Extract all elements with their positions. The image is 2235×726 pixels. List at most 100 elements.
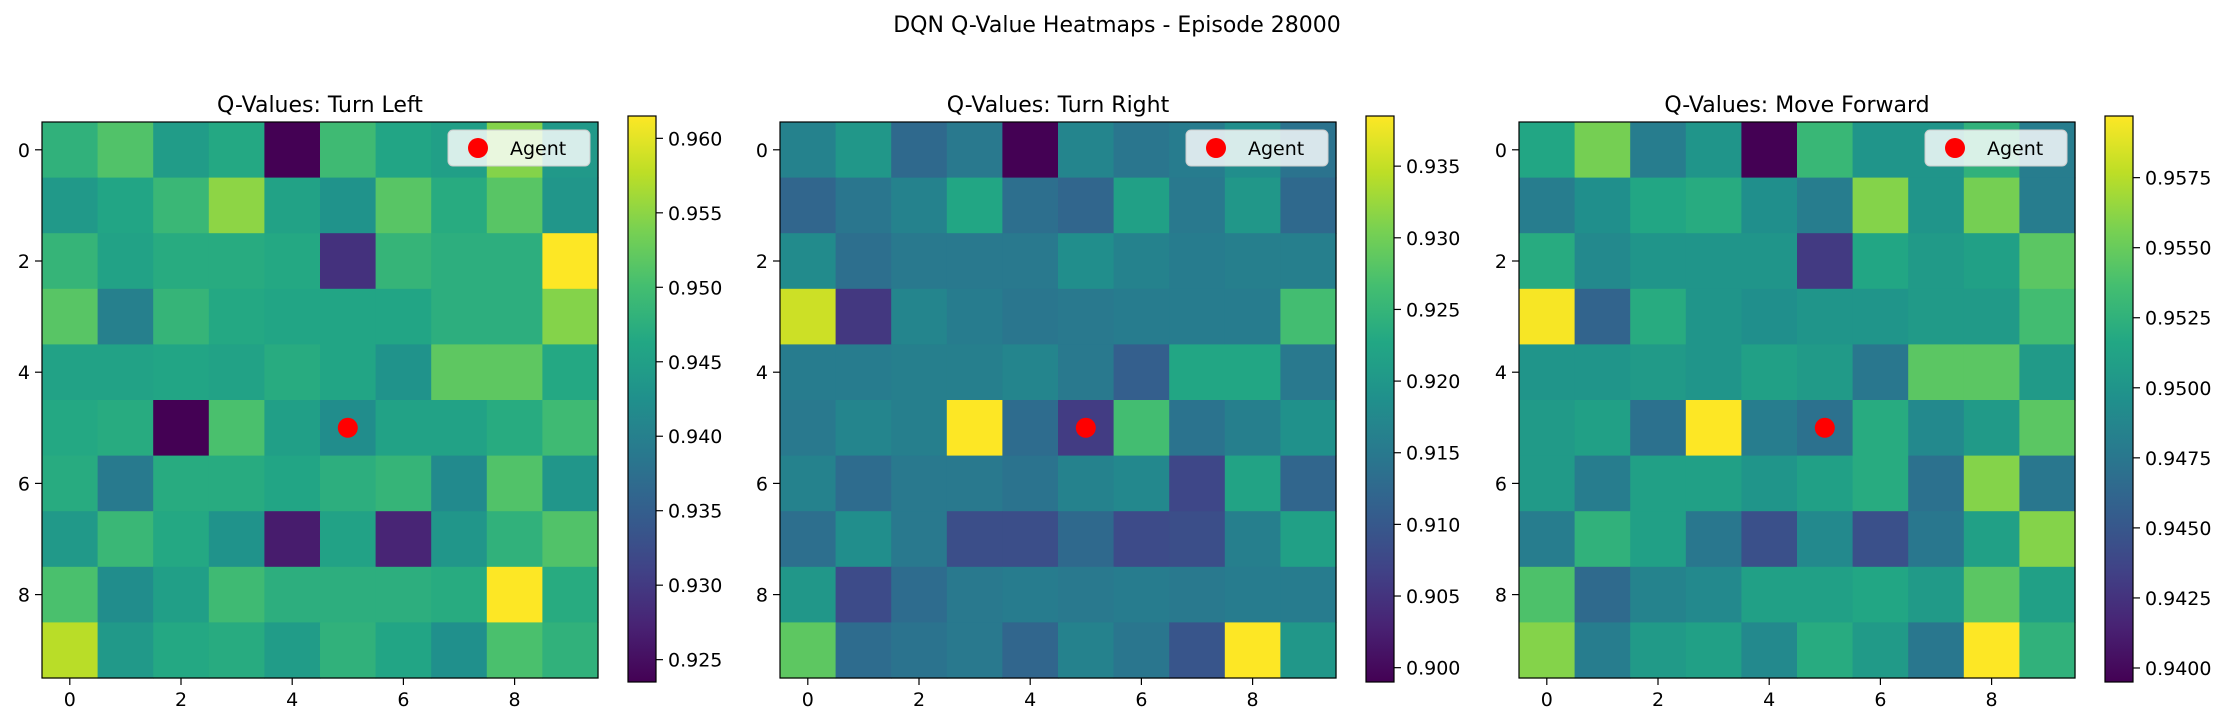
heatmap-cell	[1519, 233, 1576, 290]
heatmap-cell	[208, 344, 265, 401]
heatmap-cell	[1224, 566, 1281, 623]
heatmap-cell	[375, 233, 432, 290]
panel-title: Q-Values: Turn Right	[947, 93, 1170, 118]
heatmap-cell	[1630, 344, 1687, 401]
heatmap-cell	[1685, 566, 1742, 623]
heatmap-cell	[1797, 344, 1854, 401]
heatmap-cell	[1741, 455, 1798, 512]
heatmap-cell	[1630, 400, 1687, 457]
y-tick-label: 0	[1495, 140, 1507, 162]
heatmap-cell	[208, 122, 265, 179]
heatmap-cell	[264, 233, 321, 290]
heatmap-cell	[208, 233, 265, 290]
colorbar: 0.925 0.930 0.935 0.940 0.945 0.950 0.955 0.960	[627, 115, 722, 683]
heatmap-cell	[542, 400, 599, 457]
heatmap-cell	[1685, 288, 1742, 345]
x-tick-label: 2	[1652, 689, 1664, 711]
heatmap-cell	[1741, 622, 1798, 679]
heatmap-cell	[1113, 455, 1170, 512]
heatmap-cell	[1519, 344, 1576, 401]
heatmap-cell	[2019, 177, 2076, 234]
heatmap-cell	[1574, 233, 1631, 290]
heatmap-cell	[1224, 400, 1281, 457]
heatmap-cell	[153, 233, 210, 290]
heatmap-cell	[1685, 455, 1742, 512]
heatmap-cell	[1908, 400, 1965, 457]
heatmap-cell	[1963, 566, 2020, 623]
colorbar: 0.9400 0.9425 0.9450 0.9475 0.9500 0.9525 0.95…	[2104, 115, 2211, 683]
heatmap-cell	[320, 233, 377, 290]
heatmap-cell	[1852, 566, 1909, 623]
heatmap-cell	[1963, 288, 2020, 345]
heatmap-cell	[1002, 288, 1059, 345]
heatmap-cell	[97, 455, 154, 512]
heatmap-cell	[264, 400, 321, 457]
heatmap-cell	[891, 622, 948, 679]
x-tick-label: 0	[1541, 689, 1553, 711]
y-tick-label: 2	[18, 251, 30, 273]
heatmap-cell	[780, 455, 837, 512]
legend-agent-marker	[468, 138, 488, 158]
heatmap-cell	[2019, 400, 2076, 457]
heatmap-cell	[1519, 455, 1576, 512]
heatmap-cell	[42, 455, 99, 512]
heatmap-cell	[1630, 122, 1687, 179]
y-tick-label: 4	[18, 362, 30, 384]
heatmap-cell	[320, 122, 377, 179]
colorbar: 0.900 0.905 0.910 0.915 0.920 0.925 0.930 0.935	[1365, 115, 1460, 683]
heatmap-cell	[431, 344, 488, 401]
colorbar-gradient	[627, 115, 657, 683]
heatmap-cell	[264, 122, 321, 179]
heatmap-cell	[1630, 288, 1687, 345]
y-tick-label: 0	[18, 140, 30, 162]
heatmap-cell	[1741, 511, 1798, 568]
heatmap-cell	[1908, 622, 1965, 679]
heatmap-cell	[1574, 511, 1631, 568]
legend-label: Agent	[510, 138, 566, 160]
heatmap-cell	[208, 622, 265, 679]
heatmap-cell	[542, 233, 599, 290]
heatmap-cell	[208, 511, 265, 568]
heatmap-cell	[1224, 177, 1281, 234]
colorbar-tick-label: 0.930	[1406, 228, 1460, 250]
heatmap-cell	[1908, 455, 1965, 512]
x-tick-label: 6	[1874, 689, 1886, 711]
heatmap-cell	[2019, 288, 2076, 345]
panel-title: Q-Values: Move Forward	[1664, 93, 1929, 118]
heatmap-cell	[431, 566, 488, 623]
heatmap-cell	[153, 455, 210, 512]
heatmap-cell	[1797, 511, 1854, 568]
heatmap-cell	[1519, 511, 1576, 568]
heatmap-cell	[1852, 177, 1909, 234]
heatmap-cell	[486, 455, 543, 512]
heatmap-cell	[1002, 622, 1059, 679]
heatmap-cell	[542, 622, 599, 679]
heatmap-cell	[486, 511, 543, 568]
heatmap-cell	[42, 622, 99, 679]
heatmap-cell	[320, 288, 377, 345]
heatmap-cell	[1852, 511, 1909, 568]
heatmap-cell	[1519, 400, 1576, 457]
heatmap-cell	[97, 400, 154, 457]
heatmap-cell	[1058, 233, 1115, 290]
heatmap-cell	[1852, 455, 1909, 512]
legend: Agent	[1185, 129, 1329, 167]
colorbar-tick-label: 0.9550	[2145, 238, 2211, 260]
figure-title: DQN Q-Value Heatmaps - Episode 28000	[893, 13, 1341, 38]
heatmap-cell	[542, 177, 599, 234]
heatmap-frame	[41, 121, 599, 679]
panel-title: Q-Values: Turn Left	[217, 93, 423, 118]
heatmap-cell	[1574, 122, 1631, 179]
heatmap-cell	[946, 566, 1003, 623]
heatmap-cell	[891, 288, 948, 345]
heatmap-cell	[486, 233, 543, 290]
heatmap-cell	[891, 177, 948, 234]
heatmap-cell	[1908, 177, 1965, 234]
heatmap-cell	[1908, 566, 1965, 623]
heatmap-cell	[320, 177, 377, 234]
heatmap-cell	[1852, 400, 1909, 457]
heatmap-cell	[1169, 622, 1226, 679]
heatmap-cell	[1113, 344, 1170, 401]
heatmap-cell	[1280, 400, 1337, 457]
legend-agent-marker	[1945, 138, 1965, 158]
